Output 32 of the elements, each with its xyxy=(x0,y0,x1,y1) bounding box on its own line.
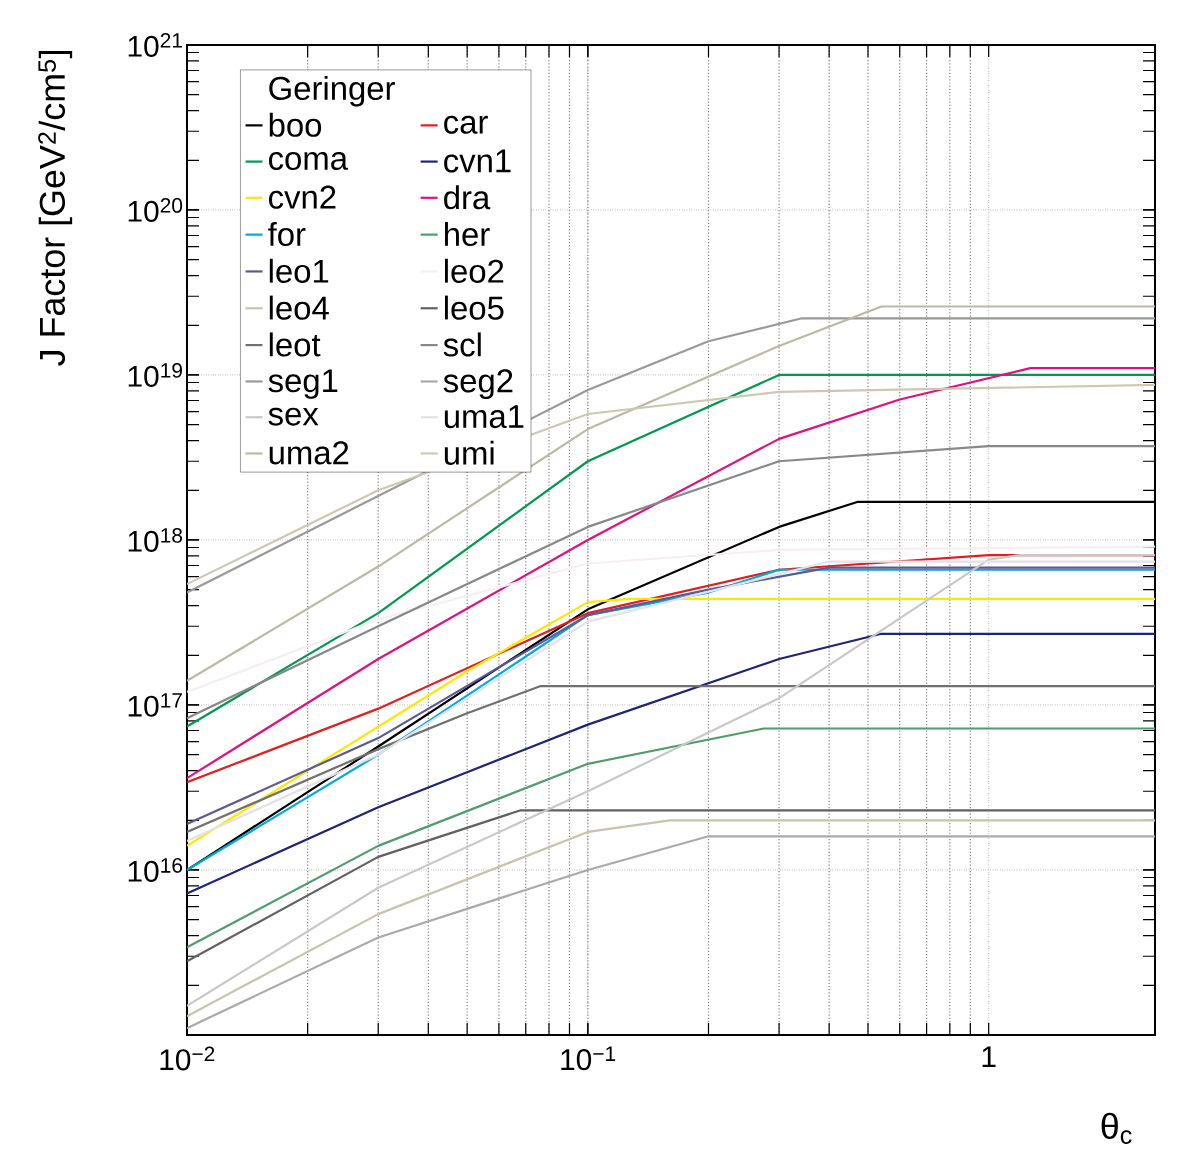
legend-label: uma2 xyxy=(269,441,349,465)
y-tick-label: 10$^{20}$ xyxy=(128,198,183,222)
legend-label: leo4 xyxy=(269,295,329,320)
y-tick-label: 10$^{18}$ xyxy=(128,528,183,552)
legend-label: dra xyxy=(444,185,491,210)
y-tick-label: 10$^{19}$ xyxy=(128,363,182,387)
legend-label: coma xyxy=(269,152,349,171)
legend-title: Geringer xyxy=(269,75,395,107)
legend-label: seg2 xyxy=(443,369,513,400)
legend-label: sex xyxy=(268,407,319,426)
x-tick-label: 10$^{−2}$ xyxy=(160,1046,215,1071)
x-tick-label: 10$^{−1}$ xyxy=(561,1046,616,1071)
legend-label: cvn1 xyxy=(444,149,511,173)
legend-label: car xyxy=(444,115,488,134)
legend-label: for xyxy=(268,221,306,247)
y-tick-label: 10$^{17}$ xyxy=(128,693,182,717)
legend-label: uma1 xyxy=(444,405,524,429)
y-axis-title: J Factor [GeV$^{2}$/cm$^{5}$] xyxy=(38,51,73,366)
legend-label: seg1 xyxy=(268,369,338,399)
y-tick-label: 10$^{21}$ xyxy=(128,33,182,57)
legend-label: leo1 xyxy=(269,258,329,283)
legend-label: leo2 xyxy=(444,258,504,283)
legend-label: boo xyxy=(269,112,322,137)
legend-label: leo5 xyxy=(444,295,504,320)
legend-label: cvn2 xyxy=(269,185,336,209)
legend-label: leot xyxy=(269,332,321,357)
legend-label: scl xyxy=(443,332,481,357)
x-tick-label: 1 xyxy=(982,1046,996,1068)
legend-label: umi xyxy=(444,440,494,465)
y-tick-label: 10$^{16}$ xyxy=(128,858,183,882)
x-axis-title: θ$_{c}$ xyxy=(1101,1112,1132,1144)
legend-label: her xyxy=(445,221,490,247)
